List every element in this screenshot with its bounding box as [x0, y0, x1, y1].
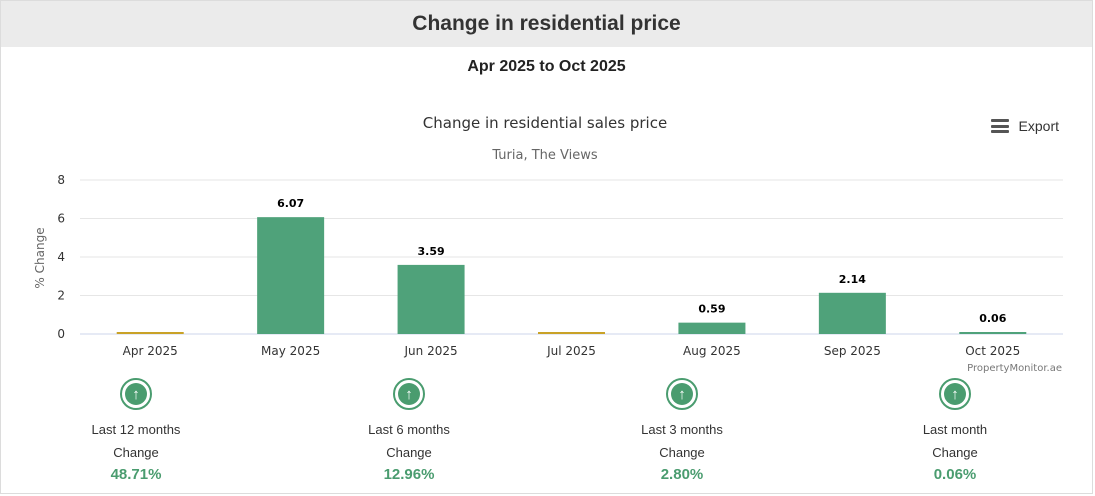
- bar-jun-2025[interactable]: [397, 264, 465, 334]
- data-label: 6.07: [277, 197, 304, 210]
- x-tick-label: Sep 2025: [824, 344, 881, 358]
- stat-block: ↑ Last month Change 0.06%: [865, 378, 1045, 483]
- y-tick-label: 6: [57, 212, 65, 226]
- arrow-up-circle-icon: ↑: [939, 378, 971, 410]
- widget-header: Change in residential price: [1, 1, 1092, 47]
- stat-value: 0.06%: [933, 466, 977, 483]
- stat-block: ↑ Last 6 months Change 12.96%: [319, 378, 499, 483]
- data-label: 2.14: [839, 273, 866, 286]
- stat-value: 12.96%: [383, 466, 435, 483]
- x-tick-label: Oct 2025: [965, 344, 1020, 358]
- chart-credit: PropertyMonitor.ae: [967, 363, 1062, 374]
- y-tick-label: 2: [57, 289, 65, 303]
- data-label: 0.59: [698, 303, 725, 316]
- bar-may-2025[interactable]: [257, 217, 325, 334]
- stat-value: 2.80%: [660, 466, 704, 483]
- y-tick-label: 0: [57, 327, 65, 341]
- stat-period: Last 3 months: [641, 422, 723, 437]
- y-axis-title: % Change: [33, 227, 47, 288]
- chart-title: Change in residential sales price: [423, 114, 667, 132]
- header-title: Change in residential price: [412, 12, 681, 35]
- bar-jul-2025[interactable]: [538, 332, 605, 334]
- x-tick-label: Aug 2025: [683, 344, 741, 358]
- bar-sep-2025[interactable]: [818, 292, 886, 334]
- stat-block: ↑ Last 12 months Change 48.71%: [46, 378, 226, 483]
- stat-label: Change: [932, 445, 978, 460]
- arrow-up-circle-icon: ↑: [666, 378, 698, 410]
- x-tick-label: Jul 2025: [546, 344, 596, 358]
- export-label: Export: [1018, 118, 1059, 134]
- x-tick-label: May 2025: [261, 344, 320, 358]
- data-label: 0.06: [979, 312, 1006, 325]
- stat-label: Change: [113, 445, 159, 460]
- stat-period: Last month: [922, 422, 988, 437]
- menu-icon: [990, 119, 1009, 133]
- stat-period: Last 6 months: [368, 422, 450, 437]
- arrow-up-circle-icon: ↑: [120, 378, 152, 410]
- export-button[interactable]: Export: [990, 118, 1059, 134]
- stat-block: ↑ Last 3 months Change 2.80%: [592, 378, 772, 483]
- bar-apr-2025[interactable]: [116, 332, 184, 334]
- x-tick-label: Apr 2025: [123, 344, 178, 358]
- chart-subtitle: Turia, The Views: [491, 148, 598, 163]
- stat-label: Change: [659, 445, 705, 460]
- x-tick-label: Jun 2025: [404, 344, 458, 358]
- bar-oct-2025[interactable]: [959, 332, 1027, 334]
- data-label: 3.59: [418, 245, 445, 258]
- y-tick-label: 4: [57, 250, 65, 264]
- bar-aug-2025[interactable]: [678, 322, 746, 334]
- arrow-up-circle-icon: ↑: [393, 378, 425, 410]
- stat-value: 48.71%: [110, 466, 162, 483]
- y-tick-label: 8: [57, 173, 65, 187]
- chart: Change in residential sales price Turia,…: [33, 114, 1063, 374]
- stat-label: Change: [386, 445, 432, 460]
- date-range: Apr 2025 to Oct 2025: [467, 58, 626, 75]
- stat-period: Last 12 months: [91, 422, 181, 437]
